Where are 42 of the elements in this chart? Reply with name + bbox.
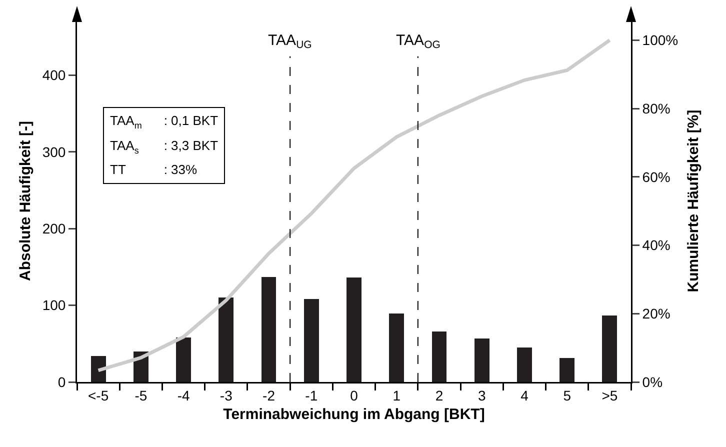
y-tick-label: 400: [42, 67, 66, 84]
x-tick-label: -2: [262, 387, 276, 404]
y-tick-label: 0: [58, 374, 66, 390]
y-tick-label: 200: [42, 220, 66, 237]
bar: [176, 338, 191, 382]
bar: [304, 299, 319, 382]
x-tick-label: <-5: [88, 387, 109, 404]
y2-tick-label: 100%: [642, 32, 678, 48]
x-tick-label: 0: [350, 387, 358, 404]
y2-tick-label: 60%: [642, 168, 670, 185]
x-axis-title: Terminabweichung im Abgang [BKT]: [223, 406, 485, 424]
x-tick-label: 2: [435, 387, 444, 404]
bar: [346, 278, 362, 382]
y-axis-title: Absolute Häufigkeit [-]: [16, 121, 34, 281]
bar: [602, 315, 618, 382]
x-tick-label: 1: [392, 387, 401, 404]
y2-axis-title: Kumulierte Häufigkeit [%]: [684, 110, 702, 292]
x-tick-label: -4: [177, 387, 190, 404]
x-tick-label: -5: [134, 387, 148, 404]
bar: [517, 347, 532, 382]
bar: [261, 276, 276, 382]
y-tick-label: 300: [42, 144, 66, 160]
bar: [432, 331, 447, 382]
bar: [389, 314, 404, 382]
x-tick-label: -3: [220, 387, 233, 404]
y2-tick-label: 20%: [642, 306, 670, 322]
bar: [560, 358, 575, 382]
x-tick-label: 3: [478, 387, 486, 404]
text-box: TAA$_{m}$ : 0,1 BKT TAA$_{s}$ : 3,3 BKT TT : 33%: [103, 107, 226, 184]
y-tick-label: 100: [42, 297, 66, 314]
x-tick-label: >5: [602, 387, 618, 404]
y2-tick-label: 80%: [642, 100, 670, 116]
y2-tick-label: 40%: [642, 237, 670, 254]
x-tick-label: -1: [305, 387, 318, 404]
bar: [90, 356, 106, 382]
bar: [474, 338, 490, 382]
bar: [218, 298, 234, 382]
y2-tick-label: 0%: [642, 374, 663, 390]
ref-line-label: TAA$_{UG}$: [268, 32, 312, 52]
x-tick-label: 5: [563, 387, 572, 404]
x-tick-label: 4: [520, 387, 529, 404]
ref-line-label: TAA$_{OG}$: [396, 32, 440, 52]
